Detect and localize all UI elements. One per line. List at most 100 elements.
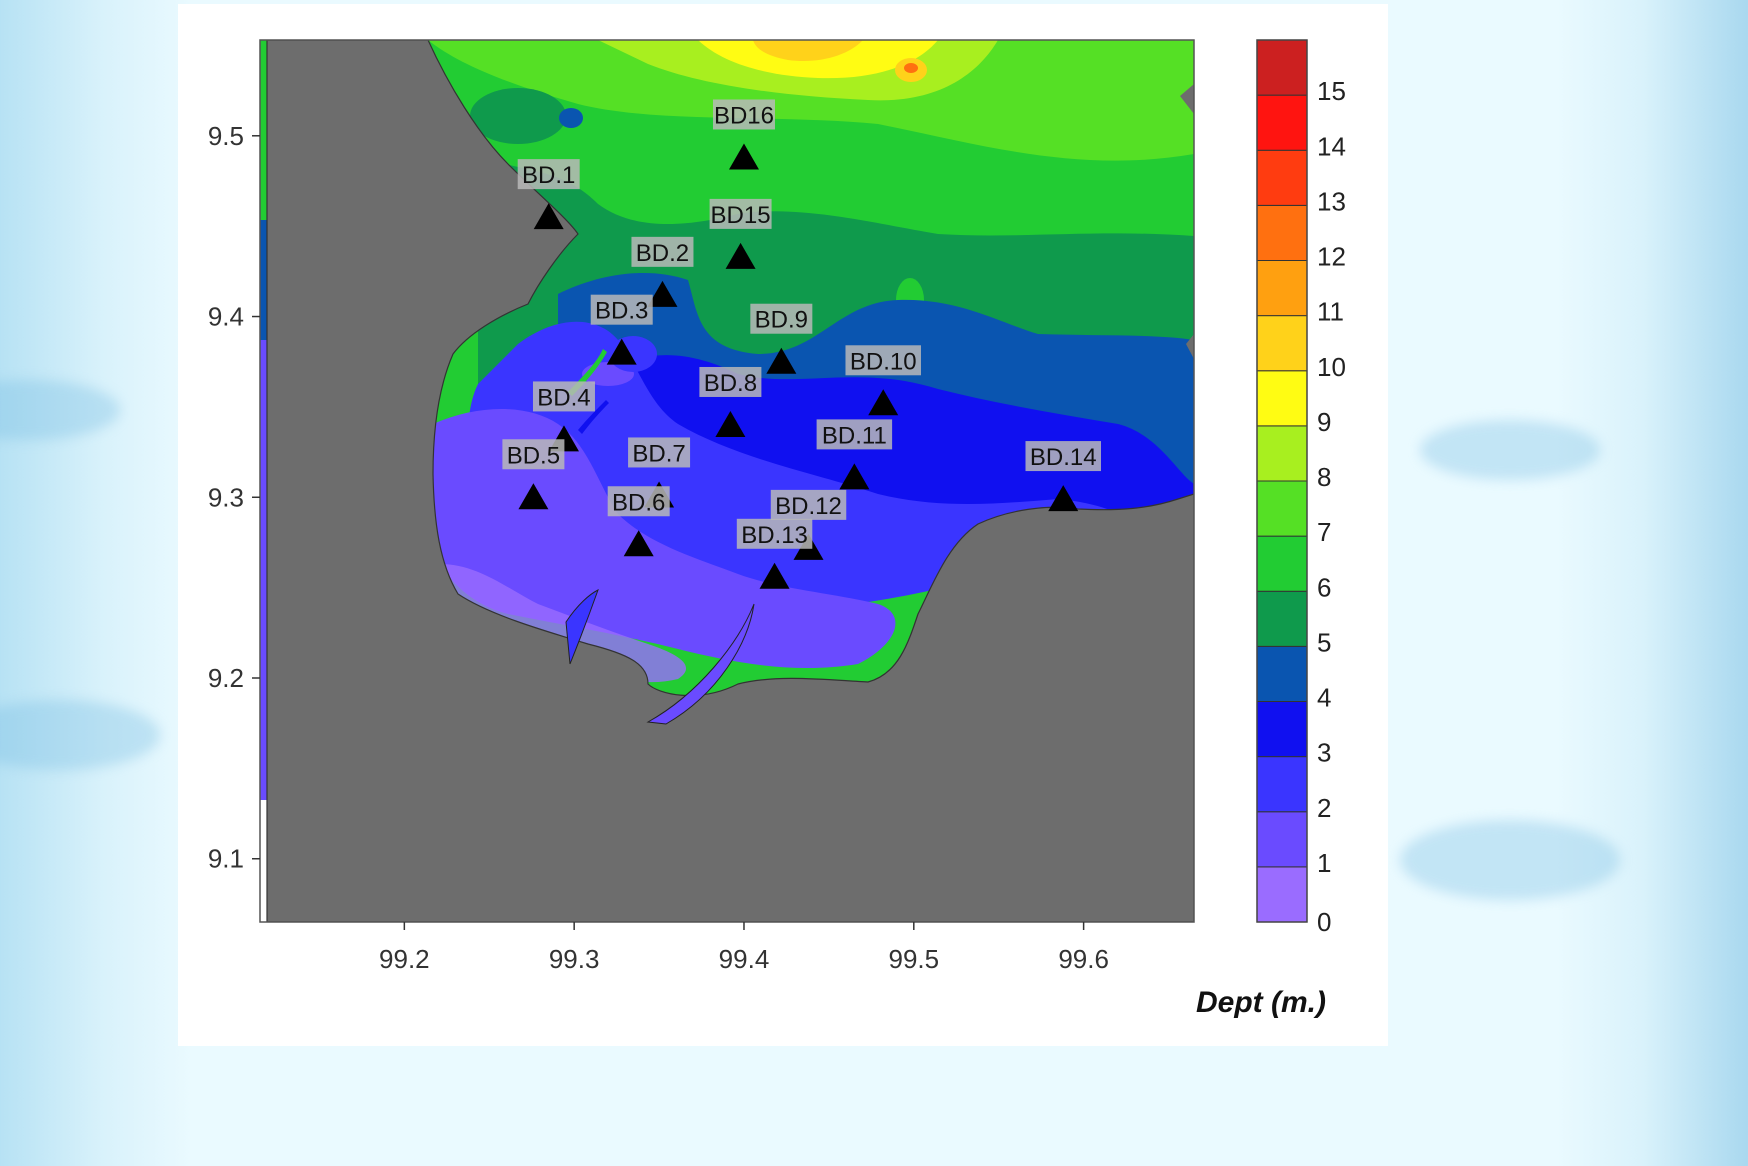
station-label: BD16 — [714, 102, 774, 129]
station-bd11: BD.11 — [816, 419, 893, 490]
y-tick-label: 9.2 — [208, 663, 244, 693]
colorbar-tick-label: 2 — [1317, 793, 1331, 823]
station-marker-icon — [623, 530, 654, 557]
colorbar-segment — [1256, 480, 1308, 537]
x-tick-label: 99.4 — [719, 944, 770, 974]
station-bd7: BD.7 — [628, 437, 691, 508]
station-layer: BD16 BD.1 BD15 BD.2 BD.3 BD.9 BD.10 BD.4 BD.8 BD.… — [502, 99, 1101, 589]
colorbar-segment — [1256, 590, 1308, 647]
figure-panel: 99.2 99.3 99.4 99.5 99.6 9.5 9.4 9.3 9.2 9.1 BD16… — [178, 4, 1388, 1046]
colorbar-tick-label: 6 — [1317, 572, 1331, 602]
station-label: BD.14 — [1030, 444, 1097, 471]
station-bd12: BD.12 — [770, 489, 847, 560]
station-label-box — [750, 303, 813, 334]
station-marker-icon — [839, 463, 870, 490]
bathymetry-field — [260, 40, 1194, 922]
station-bd15: BD15 — [709, 198, 772, 269]
station-marker-icon — [759, 562, 790, 589]
colorbar-tick-label: 13 — [1317, 186, 1346, 216]
station-label: BD.13 — [741, 522, 808, 549]
y-tick-label: 9.1 — [208, 844, 244, 874]
colorbar-frame — [1256, 39, 1308, 923]
colorbar-tick-label: 11 — [1317, 297, 1344, 327]
colorbar-segment — [1256, 370, 1308, 427]
station-bd14: BD.14 — [1025, 441, 1101, 512]
station-marker-icon — [647, 280, 678, 307]
station-label: BD.10 — [850, 348, 917, 375]
station-bd13: BD.13 — [736, 518, 813, 589]
station-label: BD.1 — [522, 162, 575, 189]
station-bd10: BD.10 — [845, 345, 921, 416]
colorbar-segment — [1256, 701, 1308, 758]
colorbar-segment — [1256, 94, 1308, 151]
station-marker-icon — [868, 389, 899, 416]
colorbar-tick-label: 8 — [1317, 462, 1331, 492]
station-label-box — [736, 518, 813, 549]
colorbar-tick-label: 15 — [1317, 76, 1346, 106]
colorbar-segment — [1256, 535, 1308, 592]
colorbar-tick-label: 10 — [1317, 352, 1346, 382]
station-bd3: BD.3 — [590, 294, 653, 365]
colorbar-tick-label: 9 — [1317, 407, 1331, 437]
colorbar-tick-label: 3 — [1317, 738, 1331, 768]
station-label: BD.9 — [755, 307, 808, 334]
station-marker-icon — [606, 338, 637, 365]
station-bd8: BD.8 — [699, 366, 762, 437]
station-marker-icon — [518, 483, 549, 510]
station-label-box — [607, 486, 670, 517]
colorbar-tick-label: 14 — [1317, 131, 1346, 161]
station-label-box — [502, 439, 565, 470]
station-label: BD.6 — [612, 489, 665, 516]
colorbar-caption: Dept (m.) — [1196, 986, 1326, 1019]
plot-frame — [259, 39, 1195, 923]
colorbar-tick-label: 7 — [1317, 517, 1331, 547]
station-bd9: BD.9 — [750, 303, 813, 374]
station-label: BD.12 — [775, 493, 842, 520]
depth-map: 99.2 99.3 99.4 99.5 99.6 9.5 9.4 9.3 9.2 9.1 BD16… — [208, 39, 1346, 974]
colorbar-tick-label: 4 — [1317, 683, 1331, 713]
station-label: BD15 — [711, 202, 771, 229]
colorbar-segment — [1256, 260, 1308, 317]
station-label: BD.8 — [704, 370, 757, 397]
colorbar-segment — [1256, 425, 1308, 482]
station-label-box — [631, 236, 694, 267]
x-tick-label: 99.3 — [549, 944, 600, 974]
colorbar-segment — [1256, 39, 1308, 96]
station-bd16: BD16 — [712, 99, 775, 170]
station-label: BD.2 — [636, 240, 689, 267]
station-bd2: BD.2 — [631, 236, 694, 307]
station-label: BD.11 — [822, 422, 887, 449]
station-label-box — [590, 294, 653, 325]
station-label-box — [816, 419, 893, 450]
station-marker-icon — [715, 410, 746, 437]
y-tick-label: 9.5 — [208, 121, 244, 151]
station-marker-icon — [533, 203, 564, 230]
station-label-box — [699, 366, 762, 397]
station-label: BD.7 — [632, 440, 685, 467]
station-label-box — [532, 381, 595, 412]
station-bd5: BD.5 — [502, 439, 565, 510]
station-label-box — [712, 99, 775, 130]
station-marker-icon — [766, 347, 797, 374]
colorbar-segment — [1256, 315, 1308, 372]
y-tick-label: 9.3 — [208, 482, 244, 512]
station-marker-icon — [725, 242, 756, 269]
colorbar-segment — [1256, 811, 1308, 868]
station-label: BD.3 — [595, 298, 648, 325]
x-tick-label: 99.2 — [379, 944, 430, 974]
map-axes: 99.2 99.3 99.4 99.5 99.6 9.5 9.4 9.3 9.2 9.1 — [208, 121, 1109, 974]
colorbar-segment — [1256, 149, 1308, 206]
colorbar-tick-label: 12 — [1317, 242, 1346, 272]
colorbar-segment — [1256, 645, 1308, 702]
station-label: BD.4 — [537, 384, 590, 411]
station-label-box — [845, 345, 921, 376]
station-label: BD.5 — [507, 442, 560, 469]
station-marker-icon — [1048, 485, 1079, 512]
station-bd1: BD.1 — [517, 159, 580, 230]
colorbar-tick-label: 0 — [1317, 907, 1331, 937]
colorbar-segment — [1256, 866, 1308, 923]
x-tick-label: 99.5 — [888, 944, 939, 974]
station-marker-icon — [728, 143, 759, 170]
station-label-box — [628, 437, 691, 468]
